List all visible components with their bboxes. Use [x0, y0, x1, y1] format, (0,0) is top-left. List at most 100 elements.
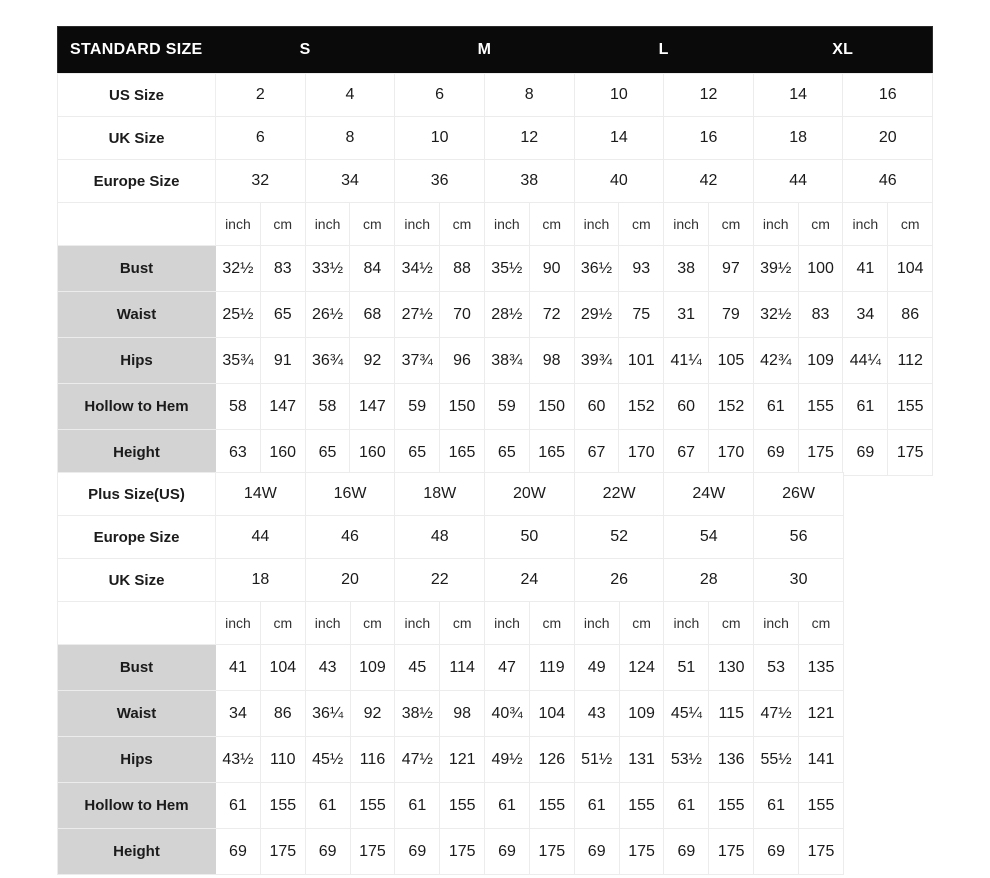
measurement-cell: 75: [618, 291, 665, 338]
table-row: Bust 41 104 43 109 45 114 47 119 49 124 51 130 53 135: [56, 644, 844, 691]
measurement-cell: 61: [394, 782, 441, 829]
standard-size-header-row: STANDARD SIZE S M L XL: [57, 26, 933, 74]
unit-label-cm: cm: [708, 202, 754, 246]
measurement-label: Waist: [56, 690, 217, 737]
measurement-cell: 47: [484, 644, 530, 691]
measurement-cell: 175: [259, 828, 306, 875]
measurement-cell: 175: [797, 429, 844, 476]
measurement-cell: 34½: [394, 245, 441, 292]
measurement-cell: 121: [798, 690, 844, 737]
measurement-cell: 160: [259, 429, 306, 476]
unit-label-cm: cm: [259, 202, 306, 246]
unit-label-inch: inch: [753, 601, 799, 645]
unit-label-inch: inch: [484, 601, 530, 645]
measurement-cell: 65: [259, 291, 306, 338]
measurement-cell: 147: [349, 383, 396, 430]
measurement-cell: 36½: [573, 245, 620, 292]
measurement-cell: 33½: [304, 245, 351, 292]
measurement-cell: 65: [483, 429, 530, 476]
measurement-cell: 27½: [394, 291, 441, 338]
unit-label-cm: cm: [618, 601, 665, 645]
table-row: Europe Size 44 46 48 50 52 54 56: [56, 515, 844, 559]
measurement-cell: 49½: [484, 736, 530, 783]
measurement-cell: 155: [259, 782, 306, 829]
measurement-cell: 69: [842, 429, 889, 476]
table-row: Waist 34 86 36¼ 92 38½ 98 40¾ 104 43 109 45¼ 115 47½ 1…: [56, 690, 844, 737]
unit-row-spacer: [57, 202, 216, 246]
size-cell: 44: [215, 515, 306, 559]
unit-label-cm: cm: [349, 601, 396, 645]
measurement-cell: 63: [215, 429, 261, 476]
unit-header-row: inch cm inch cm inch cm inch cm inch cm inch cm inch…: [57, 202, 934, 246]
measurement-cell: 32½: [215, 245, 261, 292]
measurement-cell: 53: [753, 644, 799, 691]
measurement-cell: 69: [573, 828, 620, 875]
unit-label-cm: cm: [349, 202, 396, 246]
measurement-cell: 104: [259, 644, 306, 691]
unit-label-cm: cm: [528, 601, 575, 645]
measurement-cell: 175: [887, 429, 934, 476]
measurement-cell: 92: [349, 690, 396, 737]
measurement-label: Hollow to Hem: [56, 782, 217, 829]
measurement-cell: 40¾: [484, 690, 530, 737]
measurement-cell: 155: [887, 383, 934, 430]
unit-label-cm: cm: [259, 601, 306, 645]
size-group-label-s: S: [215, 26, 395, 74]
measurement-cell: 31: [663, 291, 709, 338]
measurement-cell: 155: [439, 782, 486, 829]
table-row: UK Size 6 8 10 12 14 16 18 20: [57, 116, 934, 160]
measurement-cell: 155: [798, 782, 844, 829]
measurement-cell: 60: [663, 383, 709, 430]
size-cell: 42: [663, 159, 754, 203]
unit-label-cm: cm: [439, 202, 485, 246]
size-cell: 46: [304, 515, 396, 559]
unit-label-cm: cm: [528, 202, 575, 246]
size-cell: 54: [663, 515, 755, 559]
size-cell: 52: [573, 515, 665, 559]
size-cell: 46: [842, 159, 934, 203]
table-row: Europe Size 32 34 36 38 40 42 44 46: [57, 159, 934, 203]
measurement-cell: 70: [439, 291, 485, 338]
table-row: Height 63 160 65 160 65 165 65 165 67 170 67 170 69 17…: [57, 429, 934, 476]
size-cell: 22W: [573, 472, 665, 516]
measurement-cell: 45½: [304, 736, 351, 783]
measurement-label: Waist: [57, 291, 216, 338]
table-row: Hollow to Hem 61 155 61 155 61 155 61 155 61 155 61…: [56, 782, 844, 829]
measurement-cell: 61: [663, 782, 710, 829]
measurement-cell: 141: [798, 736, 844, 783]
size-cell: 36: [394, 159, 485, 203]
size-cell: 16W: [304, 472, 396, 516]
size-cell: 38: [483, 159, 575, 203]
size-cell: 28: [663, 558, 755, 602]
measurement-cell: 124: [618, 644, 665, 691]
measurement-label: Height: [56, 828, 217, 875]
size-cell: 14W: [215, 472, 306, 516]
unit-label-inch: inch: [394, 601, 441, 645]
measurement-cell: 34: [215, 690, 261, 737]
size-cell: 32: [215, 159, 306, 203]
measurement-cell: 51: [663, 644, 710, 691]
measurement-cell: 170: [708, 429, 754, 476]
size-cell: 10: [394, 116, 485, 160]
measurement-cell: 175: [528, 828, 575, 875]
measurement-cell: 49: [573, 644, 620, 691]
measurement-cell: 155: [528, 782, 575, 829]
row-label: Europe Size: [56, 515, 217, 559]
size-cell: 34: [304, 159, 396, 203]
size-cell: 12: [483, 116, 575, 160]
measurement-cell: 119: [528, 644, 575, 691]
measurement-cell: 109: [349, 644, 396, 691]
measurement-cell: 61: [573, 782, 620, 829]
measurement-cell: 126: [528, 736, 575, 783]
measurement-cell: 165: [528, 429, 575, 476]
measurement-cell: 84: [349, 245, 396, 292]
unit-label-inch: inch: [215, 601, 261, 645]
measurement-cell: 32½: [752, 291, 799, 338]
measurement-cell: 135: [798, 644, 844, 691]
size-group-label-l: L: [574, 26, 754, 74]
measurement-cell: 58: [304, 383, 351, 430]
measurement-cell: 34: [842, 291, 889, 338]
measurement-cell: 69: [752, 429, 799, 476]
measurement-cell: 152: [618, 383, 665, 430]
measurement-cell: 175: [618, 828, 665, 875]
